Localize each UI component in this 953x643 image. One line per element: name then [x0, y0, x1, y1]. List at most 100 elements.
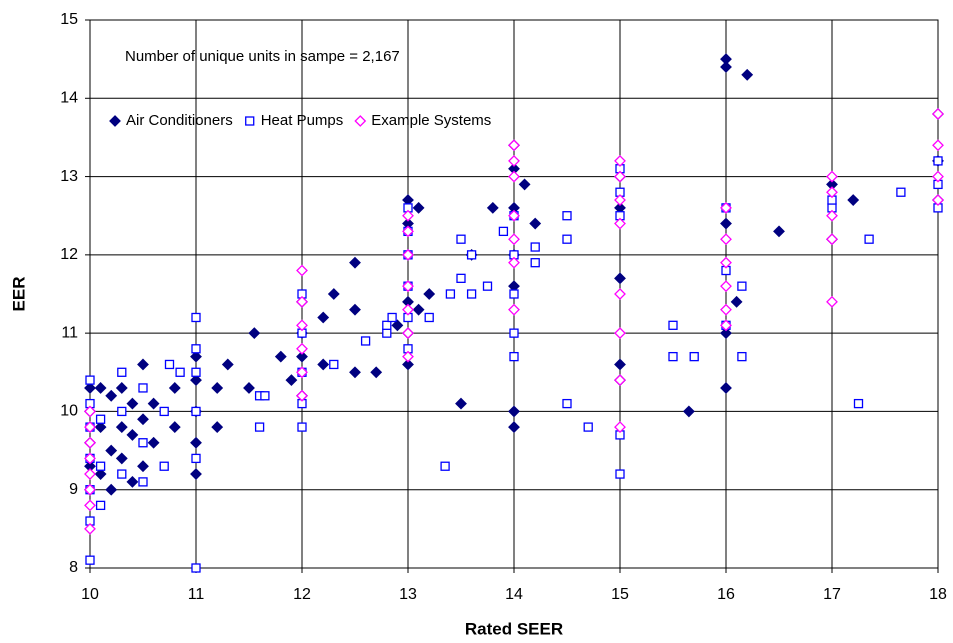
- point: [508, 233, 520, 246]
- point: [508, 303, 520, 316]
- point: [211, 382, 224, 394]
- point: [243, 382, 255, 394]
- point: [117, 406, 127, 417]
- point: [138, 383, 148, 393]
- point: [402, 225, 414, 238]
- point: [296, 366, 308, 379]
- point: [720, 256, 732, 269]
- point: [614, 154, 626, 167]
- point: [147, 397, 160, 410]
- point: [562, 211, 572, 221]
- point: [329, 359, 339, 370]
- point: [614, 170, 626, 183]
- point: [720, 217, 732, 230]
- y-axis-title: EER: [9, 277, 28, 312]
- point: [720, 201, 732, 214]
- point: [583, 422, 593, 432]
- point: [84, 483, 96, 496]
- point: [360, 336, 371, 346]
- point: [826, 295, 838, 308]
- point: [95, 500, 106, 511]
- point: [137, 413, 149, 426]
- point: [445, 289, 456, 299]
- point: [117, 469, 127, 479]
- point: [85, 555, 95, 565]
- point: [508, 139, 520, 152]
- x-tick-label: 10: [81, 586, 99, 603]
- point: [509, 328, 519, 338]
- point: [248, 327, 261, 340]
- x-tick-label: 16: [717, 586, 735, 603]
- point: [440, 461, 450, 471]
- point: [614, 327, 626, 340]
- point: [518, 178, 531, 191]
- point: [720, 319, 732, 332]
- point: [933, 156, 943, 166]
- x-tick-label: 12: [293, 586, 311, 603]
- legend-label: Air Conditioners: [126, 112, 233, 129]
- point: [720, 61, 732, 73]
- point: [349, 303, 361, 316]
- point: [509, 289, 519, 299]
- point: [466, 250, 477, 260]
- point: [391, 319, 404, 332]
- point: [932, 139, 944, 152]
- point: [260, 391, 270, 401]
- point: [317, 358, 330, 371]
- point: [296, 350, 308, 363]
- point: [191, 367, 201, 377]
- point: [137, 358, 149, 371]
- y-tick-label: 8: [69, 559, 78, 576]
- point: [115, 452, 128, 465]
- point: [138, 438, 148, 448]
- point: [412, 201, 425, 214]
- point: [191, 312, 201, 323]
- point: [498, 226, 509, 237]
- x-axis-title: Rated SEER: [465, 619, 563, 638]
- point: [296, 295, 308, 308]
- x-tick-label: 15: [611, 586, 629, 603]
- point: [932, 194, 944, 206]
- point: [84, 382, 96, 394]
- point: [615, 469, 625, 479]
- legend: Air Conditioners Heat Pumps Example System…: [109, 112, 491, 129]
- point: [668, 320, 678, 330]
- annotation: Number of unique units in sampe = 2,167: [125, 48, 400, 65]
- point: [720, 327, 732, 340]
- point: [296, 264, 308, 277]
- point: [211, 421, 224, 434]
- point: [737, 351, 747, 362]
- point: [614, 272, 626, 285]
- point: [402, 358, 414, 371]
- point: [370, 366, 383, 379]
- point: [614, 421, 626, 434]
- x-tick-label: 13: [399, 586, 417, 603]
- point: [221, 358, 234, 371]
- x-tick-label: 17: [823, 586, 841, 603]
- point: [349, 366, 361, 379]
- point: [402, 327, 414, 340]
- point: [826, 170, 838, 183]
- point: [349, 256, 361, 269]
- point: [117, 367, 127, 377]
- point: [412, 303, 425, 316]
- point: [720, 280, 732, 293]
- point: [508, 209, 520, 222]
- point: [126, 397, 139, 410]
- point: [105, 444, 118, 457]
- point: [720, 303, 732, 316]
- point: [126, 475, 139, 488]
- legend-marker: [109, 115, 121, 127]
- point: [847, 194, 860, 206]
- point: [562, 234, 572, 244]
- point: [689, 351, 699, 362]
- point: [190, 374, 202, 387]
- point: [175, 367, 185, 377]
- point: [614, 217, 626, 230]
- point: [720, 233, 732, 246]
- point: [115, 421, 128, 434]
- point: [423, 288, 436, 300]
- point: [482, 281, 493, 291]
- point: [94, 468, 107, 480]
- point: [191, 453, 201, 464]
